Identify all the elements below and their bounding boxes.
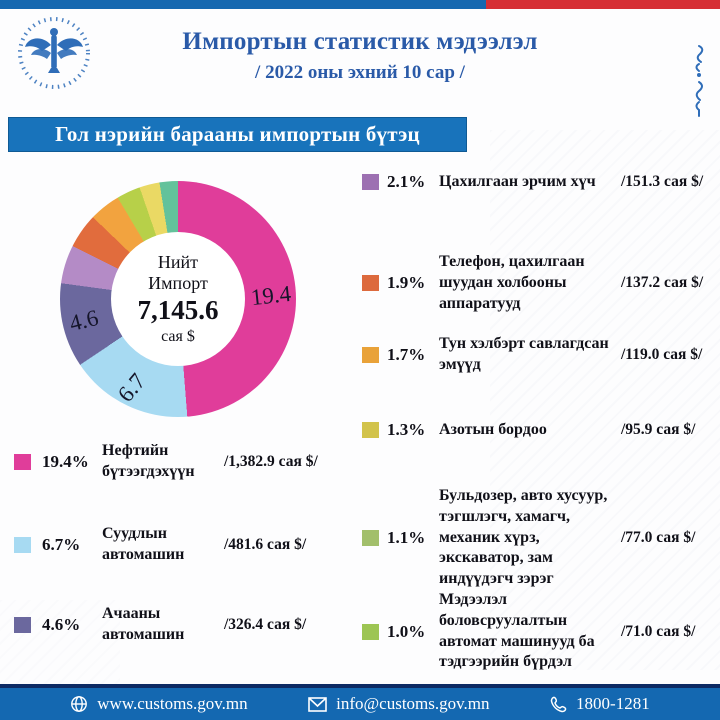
legend-pct: 1.1% [387,527,426,547]
legend-item: 1.3% Азотын бордоо /95.9 сая $/ [362,420,712,441]
legend-value: /1,382.9 сая $/ [224,452,318,470]
legend-value: /71.0 сая $/ [621,622,696,640]
slice-label-cars: 6.7 [113,368,151,408]
legend-name: Суудлын автомашин [102,525,185,563]
footer-website: www.customs.gov.mn [70,694,248,714]
legend-value: /151.3 сая $/ [621,173,704,191]
legend-swatch [362,275,379,292]
mongolian-script-icon [695,45,704,117]
legend-item: 4.6% Ачааны автомашин /326.4 сая $/ [14,604,348,646]
legend-pct: 1.9% [387,273,426,293]
section-banner: Гол нэрийн барааны импортын бүтэц [8,117,467,152]
center-line1: Нийт [157,252,199,273]
legend-item: 1.7% Тун хэлбэрт савлагдсан эмүүд /119.0… [362,334,712,376]
legend-swatch [14,536,31,553]
footer-phone-text: 1800-1281 [576,694,650,713]
donut-chart: 19.4 6.7 4.6 Нийт Импорт 7,145.6 сая $ [60,181,296,417]
legend-pct: 19.4% [42,451,89,471]
legend-item: 1.9% Телефон, цахилгаан шуудан холбооны … [362,252,712,314]
legend-pct: 6.7% [42,534,81,554]
legend-value: /481.6 сая $/ [224,535,307,553]
legend-pct: 1.7% [387,344,426,364]
legend-value: /119.0 сая $/ [621,345,703,363]
top-stripe [0,0,720,9]
legend-swatch [362,346,379,363]
legend-name: Телефон, цахилгаан шуудан холбооны аппар… [439,253,585,312]
legend-swatch [14,453,31,470]
legend-item: 1.0% Мэдээлэл боловсруулалтын автомат ма… [362,590,712,673]
globe-icon [71,696,88,712]
legend-name: Нефтийн бүтээгдэхүүн [102,442,195,480]
legend-value: /137.2 сая $/ [621,274,704,292]
legend-item: 6.7% Суудлын автомашин /481.6 сая $/ [14,524,348,566]
legend-pct: 1.0% [387,621,426,641]
legend-swatch [362,529,379,546]
legend-pct: 4.6% [42,614,81,634]
legend-pct: 1.3% [387,420,426,440]
legend-name: Ачааны автомашин [102,605,185,643]
donut-center: Нийт Импорт 7,145.6 сая $ [111,232,245,366]
slice-label-trucks: 4.6 [66,304,101,336]
footer-divider [0,684,720,688]
legend-item: 19.4% Нефтийн бүтээгдэхүүн /1,382.9 сая … [14,441,348,483]
legend-swatch [362,623,379,640]
legend-name: Азотын бордоо [439,421,547,438]
total-value: 7,145.6 [137,295,219,326]
phone-icon [550,696,567,712]
legend-name: Мэдээлэл боловсруулалтын автомат машинуу… [439,591,595,671]
legend-swatch [14,616,31,633]
legend-swatch [362,422,379,439]
footer-phone: 1800-1281 [550,694,650,714]
center-line2: Импорт [148,272,208,293]
legend-value: /77.0 сая $/ [621,528,696,546]
legend-value: /95.9 сая $/ [621,421,696,439]
legend-value: /326.4 сая $/ [224,615,307,633]
top-stripe-blue [0,0,486,9]
slice-label-petroleum: 19.4 [249,280,293,310]
legend-name: Тун хэлбэрт савлагдсан эмүүд [439,335,609,373]
legend-item: 1.1% Бульдозер, авто хусуур, тэгшлэгч, х… [362,486,712,590]
legend-pct: 2.1% [387,172,426,192]
footer-email: info@customs.gov.mn [308,694,490,714]
legend-name: Цахилгаан эрчим хүч [439,173,596,190]
footer-website-text: www.customs.gov.mn [97,694,248,713]
mail-icon [308,696,327,712]
page-subtitle: / 2022 оны эхний 10 сар / [255,62,465,83]
legend-item: 2.1% Цахилгаан эрчим хүч /151.3 сая $/ [362,172,712,193]
customs-logo-icon [18,17,90,89]
page-title: Импортын статистик мэдээлэл [182,28,538,55]
legend-name: Бульдозер, авто хусуур, тэгшлэгч, хамагч… [439,487,608,588]
footer-email-text: info@customs.gov.mn [336,694,490,713]
legend-swatch [362,174,379,191]
total-unit: сая $ [161,327,195,345]
top-stripe-red [486,0,720,9]
footer-bar: www.customs.gov.mn info@customs.gov.mn 1… [0,688,720,720]
